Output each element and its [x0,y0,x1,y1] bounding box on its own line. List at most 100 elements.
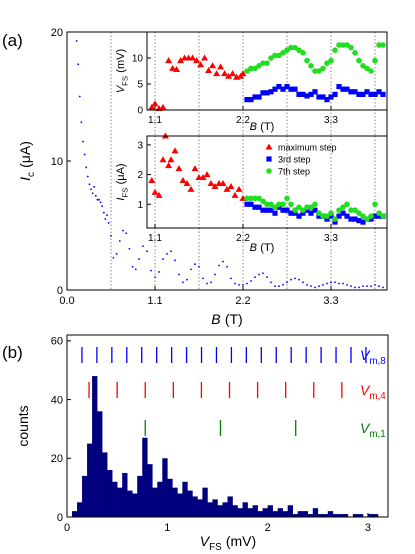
data-point [166,252,168,255]
data-point [128,247,131,250]
mode-label-part: V [360,347,371,363]
data-point [348,216,354,222]
data-point [284,47,290,53]
x-tick-label: 3 [365,522,371,534]
x-axis-label-part: (mV) [226,533,256,549]
data-point [272,210,278,216]
data-point [270,281,272,284]
data-point [107,222,110,224]
x-tick-label: 2 [265,522,271,534]
data-point [276,84,282,90]
data-point [187,185,195,192]
data-point [348,207,354,213]
data-point [304,207,310,213]
data-point [125,232,128,235]
data-point [96,198,99,201]
data-point [268,55,274,61]
y-tick-label: 0 [57,512,63,524]
data-point [358,286,360,289]
data-point [219,179,227,186]
data-point [93,185,96,188]
data-point [268,89,274,95]
data-point [90,188,92,191]
y-tick-label: 3 [137,140,143,151]
data-point [167,156,175,163]
bar [282,511,288,517]
data-point [324,213,330,219]
data-point [91,192,94,195]
data-point [206,282,208,285]
data-point [338,282,340,285]
data-point [131,265,134,268]
data-point [165,162,173,169]
bar [297,511,304,517]
data-point [225,72,233,79]
y-tick-label: 0 [57,285,63,297]
data-point [336,207,342,213]
data-point [344,213,350,219]
mode-label-part: V [360,382,371,398]
bar [237,508,243,517]
bar [212,499,218,517]
x-tick-label: 0.0 [59,295,74,307]
data-point [356,57,362,64]
data-point [256,204,262,210]
data-point [198,265,200,268]
data-point [201,54,209,61]
data-point [376,42,382,48]
data-point [223,185,231,192]
data-point [352,216,358,222]
data-point [159,156,167,163]
data-point [378,285,380,288]
data-point [292,86,298,92]
y-axis-label: IFS (μA) [115,163,129,200]
data-point [159,103,167,110]
bar [72,511,78,517]
y-tick-label: 40 [51,394,63,406]
data-point [217,63,225,70]
plot-frame [146,31,388,111]
data-point [242,283,244,286]
data-point [75,40,78,42]
x-axis-label-part: V [200,533,211,549]
data-point [276,201,282,208]
data-point [296,47,302,53]
data-point [316,210,322,216]
data-point [376,89,382,95]
data-point [320,213,326,219]
y-tick-label: 20 [51,27,63,39]
bar [337,514,344,517]
bar [342,514,349,517]
data-point [244,195,250,202]
bar [367,514,374,517]
bar [357,514,364,517]
data-point [364,89,370,95]
data-point [151,188,159,195]
x-tick-label: 3.3 [323,295,338,307]
data-point [368,216,374,222]
bar [127,490,133,517]
data-point [256,94,262,100]
x-axis-label-part: B [211,311,220,327]
data-point [330,281,332,284]
data-point [340,42,346,48]
data-point [202,277,204,280]
bar [82,475,88,517]
data-point [324,97,330,103]
bar [207,502,213,517]
bar [327,511,334,517]
data-point [312,201,318,208]
data-point [354,286,356,289]
data-point [342,282,344,285]
bar [177,493,183,517]
x-axis-label-part: B [250,121,257,133]
data-point [344,201,350,208]
data-point [115,252,118,255]
data-point [260,198,266,205]
data-point [230,277,232,280]
data-point [292,44,298,51]
y-tick-label: 0 [137,106,143,117]
data-point [312,207,318,213]
data-point [360,213,366,219]
data-point [88,183,91,186]
